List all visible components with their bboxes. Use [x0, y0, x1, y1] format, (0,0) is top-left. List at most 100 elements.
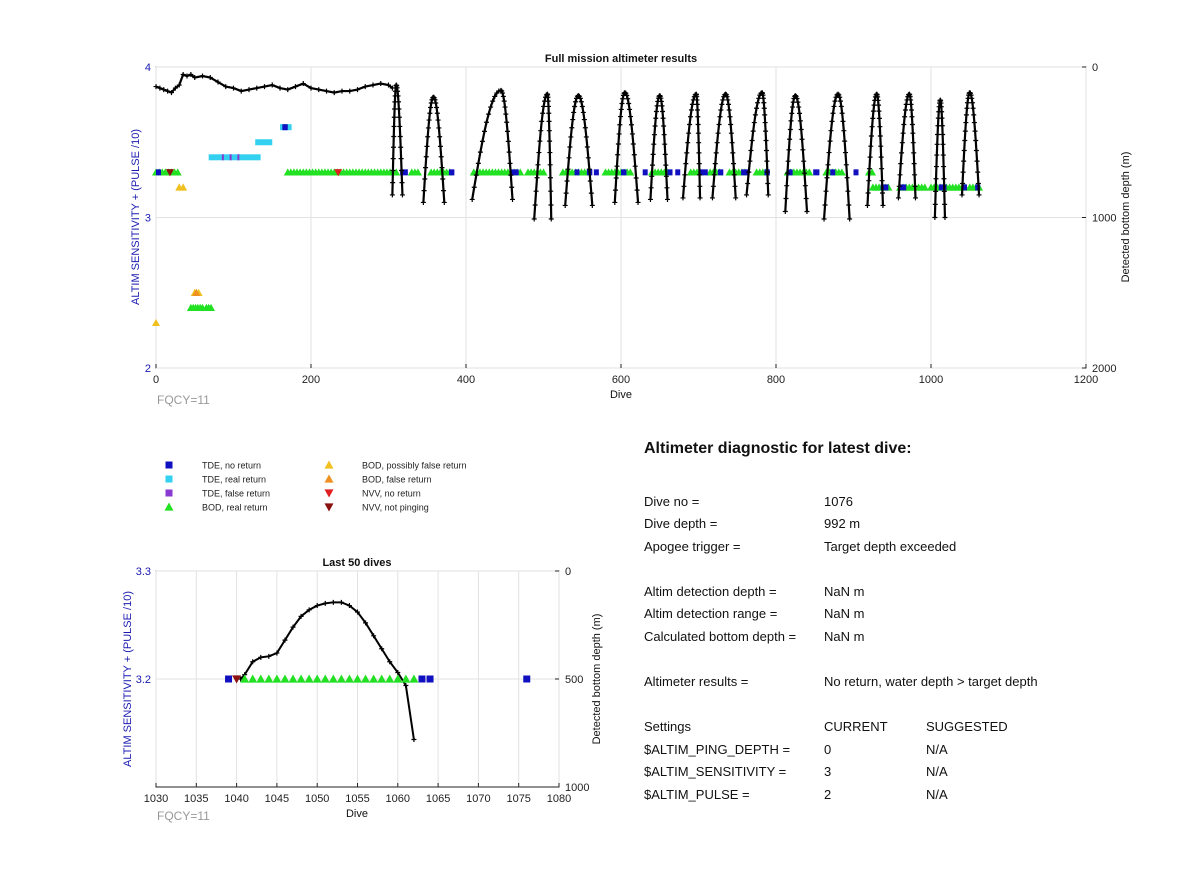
- depth-point: [797, 110, 803, 116]
- depth-point: [346, 603, 352, 609]
- depth-point: [322, 600, 328, 606]
- depth-point: [839, 110, 845, 116]
- depth-point: [908, 101, 914, 107]
- depth-point: [391, 123, 397, 129]
- settings-label: Settings: [644, 719, 691, 734]
- depth-point: [635, 199, 641, 205]
- bottom-y-ticks-right: 0 500 1000: [555, 566, 589, 794]
- depth-point: [539, 118, 545, 124]
- depth-point: [688, 107, 694, 113]
- depth-point: [630, 141, 636, 147]
- depth-point: [399, 192, 405, 198]
- bottom-x-ticks: 1030 1035 1040 1045 1050 1055 1060 1065 1070 1075…: [144, 783, 571, 805]
- depth-point: [727, 114, 733, 120]
- depth-point: [398, 144, 404, 150]
- depth-point: [868, 133, 874, 139]
- depth-point: [370, 82, 376, 88]
- dive-no-label: Dive no =: [644, 494, 700, 509]
- x-tick-label: 1040: [224, 793, 248, 805]
- legend-label: TDE, no return: [202, 461, 261, 471]
- tde-no-return-marker: [418, 675, 426, 683]
- depth-point: [934, 141, 940, 147]
- depth-point: [797, 118, 803, 124]
- bod-real-return-marker: [385, 674, 395, 683]
- depth-point: [687, 122, 693, 128]
- depth-point: [760, 95, 766, 101]
- depth-point: [613, 175, 619, 181]
- depth-point: [567, 144, 573, 150]
- x-tick-label: 400: [457, 374, 475, 386]
- depth-point: [697, 195, 703, 201]
- depth-point: [439, 165, 445, 171]
- bod-real-return-marker: [413, 168, 422, 176]
- sensitivity-label: $ALTIM_SENSITIVITY =: [644, 764, 787, 779]
- depth-point: [840, 118, 846, 124]
- depth-point: [910, 140, 916, 146]
- depth-point: [682, 172, 688, 178]
- depth-point: [587, 178, 593, 184]
- depth-point: [371, 633, 377, 639]
- depth-point: [532, 202, 538, 208]
- depth-point: [725, 97, 731, 103]
- pulse-current: 2: [824, 787, 832, 802]
- depth-point: [826, 150, 832, 156]
- altimeter-results-label: Altimeter results =: [644, 674, 749, 689]
- depth-point: [823, 188, 829, 194]
- depth-point: [578, 99, 584, 105]
- depth-point: [575, 93, 581, 99]
- depth-point: [716, 122, 722, 128]
- bod-real-return-marker: [312, 674, 322, 683]
- x-tick-label: 0: [153, 374, 159, 386]
- depth-point: [665, 196, 670, 202]
- depth-point: [866, 166, 872, 172]
- depth-point: [546, 128, 552, 134]
- depth-point: [941, 176, 947, 182]
- depth-point: [618, 114, 624, 120]
- depth-point: [663, 162, 669, 168]
- depth-point: [274, 650, 280, 656]
- legend-swatch: [324, 474, 334, 483]
- depth-point: [490, 98, 496, 104]
- depth-point: [548, 216, 554, 222]
- tde-no-return-marker: [900, 184, 907, 191]
- tde-no-return-marker: [962, 184, 967, 191]
- depth-point: [582, 125, 588, 131]
- depth-point: [588, 190, 594, 196]
- depth-point: [538, 128, 544, 134]
- depth-point: [962, 137, 968, 143]
- depth-point: [269, 82, 275, 88]
- depth-point: [428, 100, 434, 106]
- depth-point: [865, 190, 871, 196]
- depth-point: [398, 156, 404, 162]
- depth-point: [437, 143, 443, 149]
- depth-point: [545, 103, 551, 109]
- depth-point: [880, 190, 886, 196]
- current-header: CURRENT: [824, 719, 888, 734]
- dive-depth-value: 992 m: [824, 516, 861, 531]
- depth-point: [473, 172, 479, 178]
- depth-point: [541, 103, 547, 109]
- tde-no-return-marker: [642, 169, 648, 176]
- tde-no-return-marker: [880, 184, 889, 191]
- depth-point: [879, 166, 885, 172]
- nvv-no-return-marker: [334, 169, 343, 177]
- x-tick-label: 1045: [265, 793, 289, 805]
- depth-point: [961, 158, 967, 164]
- depth-point: [728, 122, 734, 128]
- depth-point: [659, 103, 665, 109]
- depth-point: [710, 183, 716, 189]
- depth-point: [900, 130, 906, 136]
- depth-point: [970, 105, 976, 111]
- depth-point: [877, 133, 883, 139]
- depth-point: [397, 123, 403, 129]
- depth-point: [615, 141, 621, 147]
- depth-point: [942, 201, 948, 207]
- legend-swatch: [324, 489, 334, 498]
- depth-point: [508, 172, 514, 178]
- depth-point: [696, 161, 702, 167]
- depth-point: [316, 87, 322, 93]
- depth-point: [790, 99, 796, 105]
- depth-point: [876, 102, 882, 108]
- bod-real-return-marker: [288, 674, 298, 683]
- bod-real-return-marker: [837, 168, 846, 176]
